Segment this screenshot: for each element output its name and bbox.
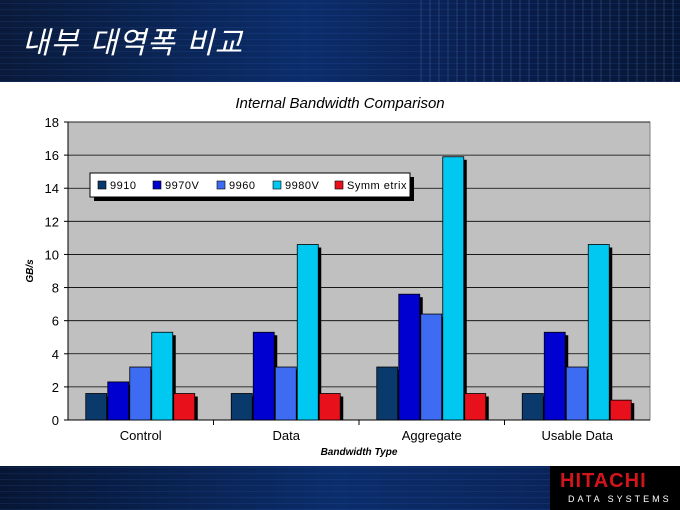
legend-swatch-symmetrix xyxy=(334,180,344,190)
bar-9970v xyxy=(252,331,275,421)
y-tick-label: 12 xyxy=(45,214,59,229)
footer-banner: HITACHI DATA SYSTEMS xyxy=(0,466,680,510)
bar-9960 xyxy=(274,366,297,421)
y-tick-label: 2 xyxy=(52,380,59,395)
legend-label-9960: 9960 xyxy=(229,180,255,192)
y-tick-label: 10 xyxy=(45,247,59,262)
logo-subtitle: DATA SYSTEMS xyxy=(568,494,672,504)
legend-swatch-9960 xyxy=(216,180,226,190)
x-tick-label: Aggregate xyxy=(402,428,462,443)
bandwidth-chart: Internal Bandwidth Comparison 0 2 4 6 8 10 12 14… xyxy=(25,95,651,458)
logo-wordmark: HITACHI xyxy=(560,470,647,492)
bar-9980v xyxy=(151,331,174,421)
chart-title: Internal Bandwidth Comparison xyxy=(235,95,444,112)
legend-label-9910: 9910 xyxy=(110,180,136,192)
bar-symmetrix xyxy=(609,399,632,421)
y-tick-label: 8 xyxy=(52,281,59,296)
x-tick-label: Control xyxy=(120,428,162,443)
bar-9970v xyxy=(107,381,130,421)
bar-symmetrix xyxy=(173,393,196,421)
bar-9960 xyxy=(565,366,588,421)
legend-swatch-9980v xyxy=(272,180,282,190)
bar-9910 xyxy=(521,393,544,421)
legend-swatch-9910 xyxy=(97,180,107,190)
y-tick-label: 6 xyxy=(52,314,59,329)
bar-9960 xyxy=(420,313,443,421)
bar-9910 xyxy=(230,393,253,421)
bar-9910 xyxy=(376,366,399,421)
y-axis-title: GB/s xyxy=(25,259,36,283)
y-tick-label: 14 xyxy=(45,181,59,196)
bar-9960 xyxy=(129,366,152,421)
header-banner: 내부 대역폭 비교 xyxy=(0,0,680,82)
x-tick-label: Data xyxy=(273,428,301,443)
bar-9970v xyxy=(543,331,566,421)
bar-9980v xyxy=(587,244,610,421)
legend-label-symmetrix: Symm etrix xyxy=(347,180,407,192)
y-tick-label: 0 xyxy=(52,413,59,428)
bar-symmetrix xyxy=(318,393,341,421)
legend-label-9970v: 9970V xyxy=(165,180,199,192)
x-axis-title: Bandwidth Type xyxy=(321,447,398,458)
bar-9970v xyxy=(398,293,421,421)
bar-symmetrix xyxy=(464,393,487,421)
y-tick-label: 16 xyxy=(45,148,59,163)
bar-9980v xyxy=(296,244,319,421)
x-tick-label: Usable Data xyxy=(541,428,613,443)
bar-9980v xyxy=(442,156,465,421)
y-tick-label: 4 xyxy=(52,347,59,362)
legend-swatch-9970v xyxy=(152,180,162,190)
legend-box xyxy=(89,172,411,198)
bar-9910 xyxy=(85,393,108,421)
slide-title: 내부 대역폭 비교 xyxy=(22,26,244,61)
hitachi-logo: HITACHI DATA SYSTEMS xyxy=(550,466,680,510)
legend-label-9980v: 9980V xyxy=(285,180,319,192)
y-tick-label: 18 xyxy=(45,115,59,130)
